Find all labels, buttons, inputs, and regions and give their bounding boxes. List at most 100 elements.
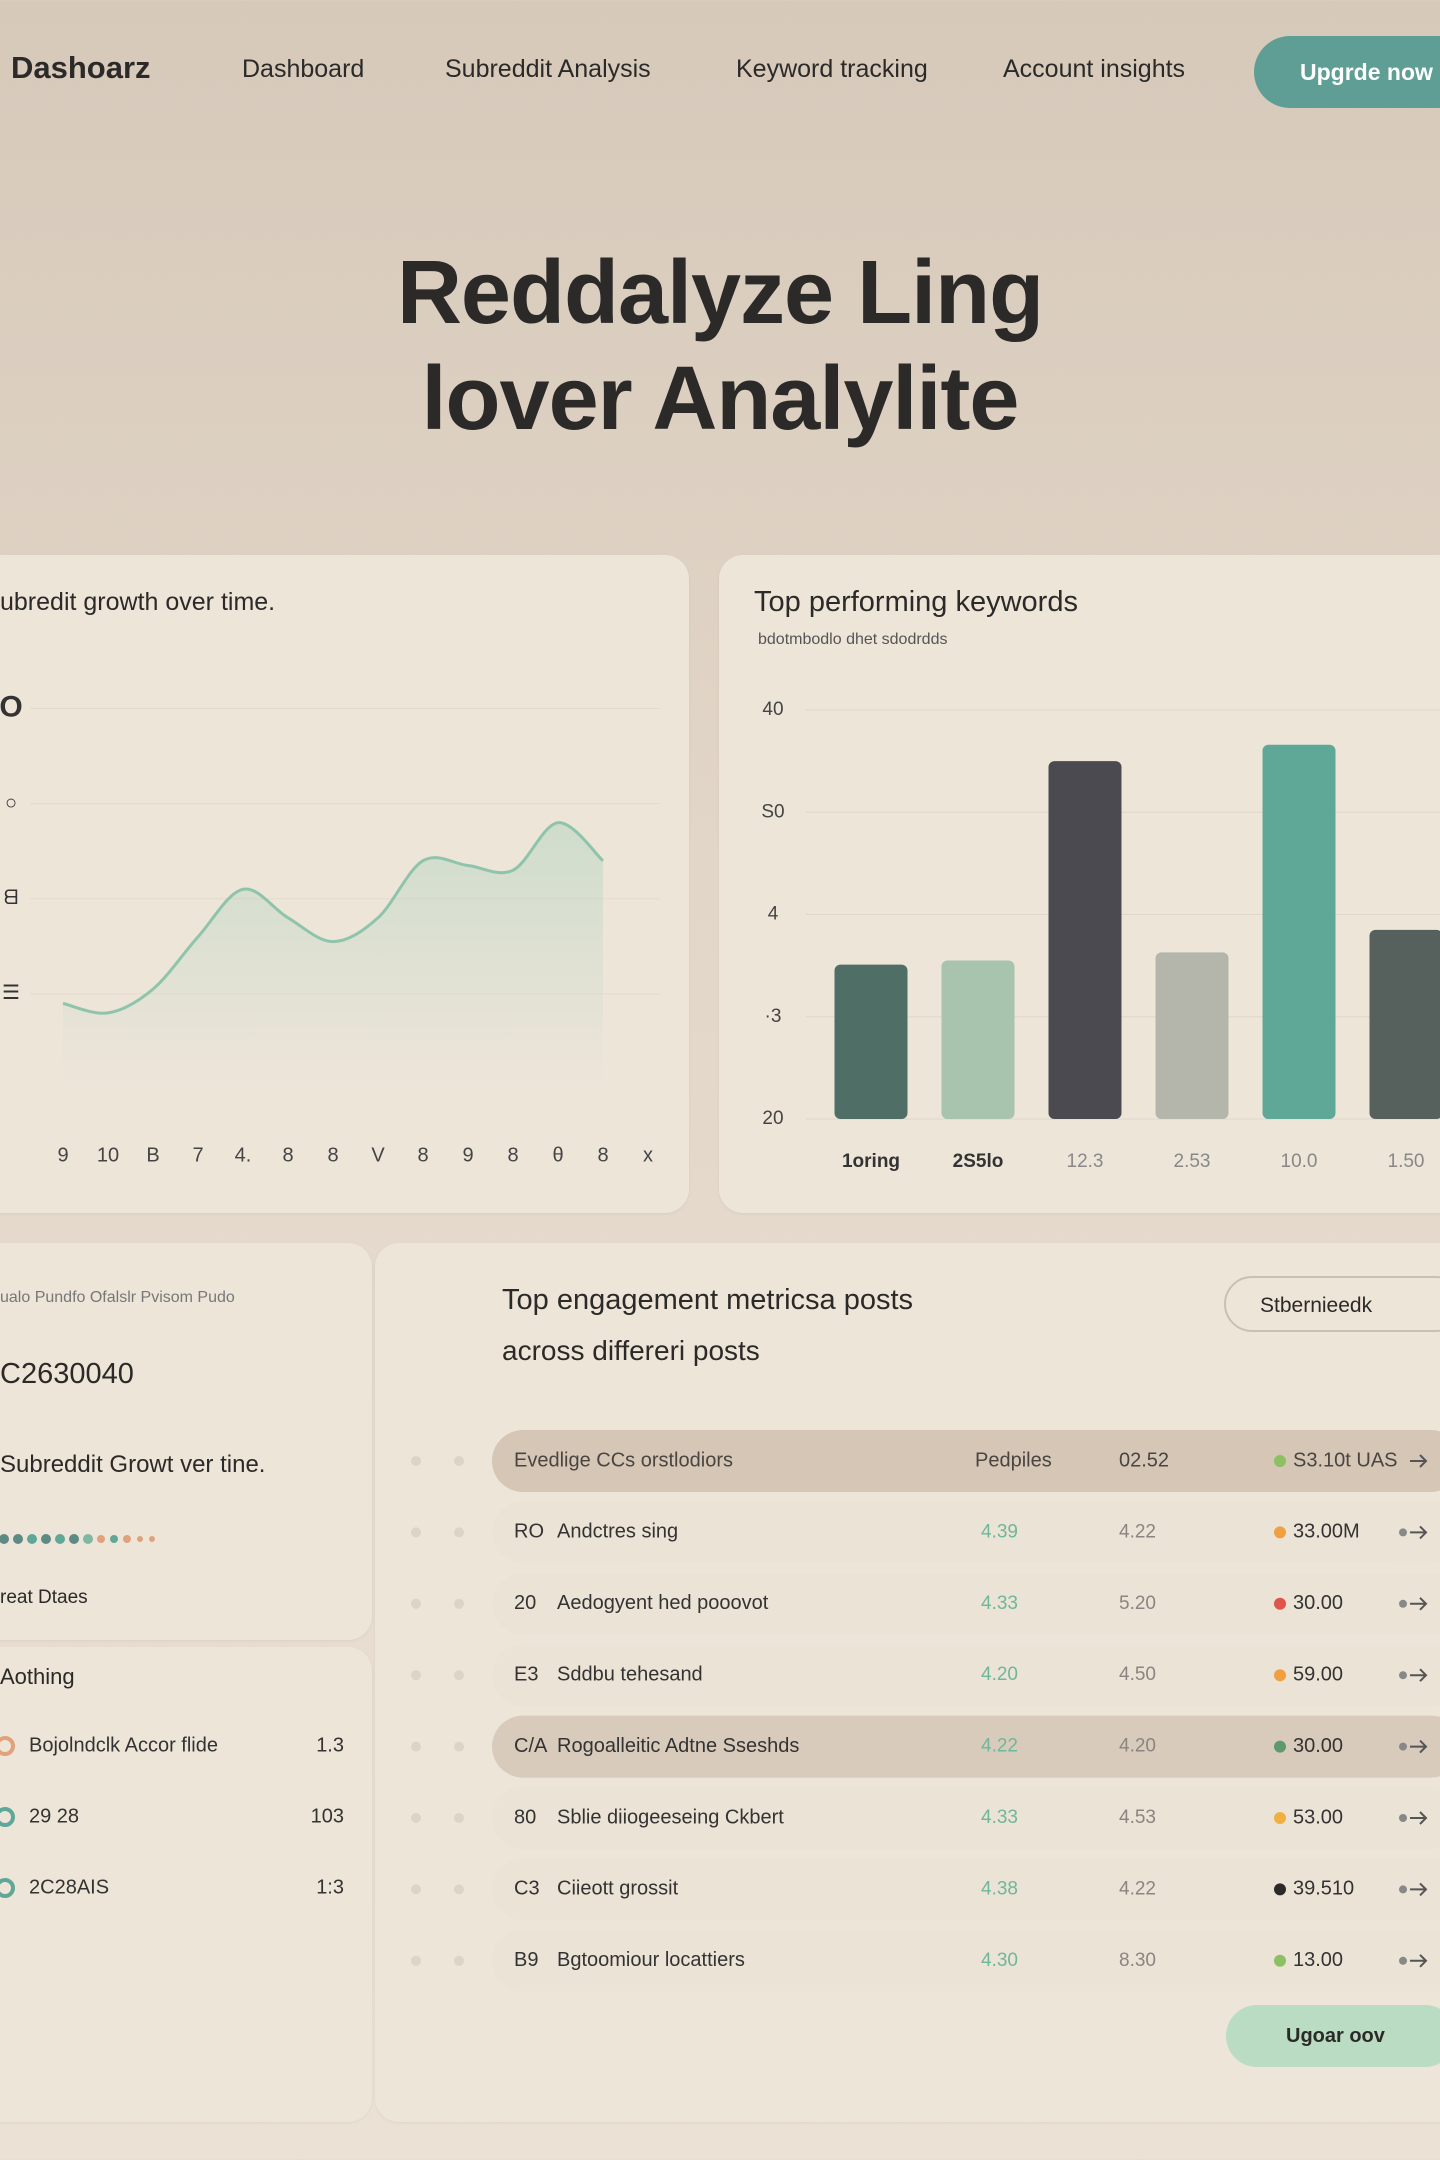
hero-title: lover Analylite (421, 349, 1020, 449)
summary-note: reat Dtaes (0, 1587, 88, 1608)
list-card (0, 1647, 372, 2122)
status-dot (1274, 1597, 1286, 1610)
bar (1369, 929, 1440, 1119)
cell-metric: 4.39 (981, 1521, 1018, 1542)
cell-metric: 4.20 (981, 1664, 1018, 1685)
row-dot (411, 1813, 421, 1823)
row-bg (492, 1715, 1440, 1778)
row-dot (1399, 1528, 1407, 1537)
row-arrow (1410, 1954, 1428, 1968)
status-dot (1274, 1669, 1286, 1682)
hero-title: Reddalyze Ling (396, 243, 1044, 343)
cell-metric: 4.20 (1119, 1736, 1156, 1757)
row-dot (411, 1884, 421, 1895)
summary-subtitle: Subreddit Growt ver tine. (0, 1451, 266, 1478)
area-fill (63, 822, 603, 1089)
row-bg (492, 1572, 1440, 1635)
row-arrow (1410, 1454, 1428, 1468)
row-dot (411, 1955, 421, 1966)
cell-metric: 4.33 (981, 1807, 1018, 1828)
row-arrow (1410, 1525, 1428, 1540)
cell-metric: 4.22 (981, 1736, 1018, 1757)
cell-name: Bgtoomiour locattiers (557, 1949, 745, 1971)
x-tick-label: 10 (97, 1144, 119, 1166)
x-tick-label: 9 (462, 1144, 473, 1166)
mini-dots (0, 1534, 155, 1544)
row-dot (454, 1527, 464, 1538)
list-label: Bojolndclk Accor flide (29, 1734, 218, 1756)
y-tick-label: ·3 (765, 1006, 782, 1027)
row-dot (411, 1598, 421, 1609)
footer-button[interactable]: Ugoar oov (1226, 2005, 1440, 2067)
status-dot (1274, 1455, 1286, 1467)
x-tick-label: 7 (192, 1144, 203, 1166)
row-arrow (1410, 1882, 1428, 1897)
status-dot (1274, 1740, 1286, 1753)
header-cell: Pedpiles (975, 1449, 1052, 1471)
x-tick-label: B (146, 1144, 159, 1166)
row-dot (454, 1456, 464, 1466)
row-dot (454, 1884, 464, 1895)
cell-name: Andctres sing (557, 1521, 678, 1543)
row-bg (492, 1501, 1440, 1564)
x-tick-label: 8 (327, 1144, 338, 1166)
summary-value: C2630040 (0, 1358, 134, 1390)
list-icon (0, 1736, 15, 1756)
status-dot (1274, 1812, 1286, 1824)
list-icon (0, 1807, 15, 1827)
nav-link[interactable]: Keyword tracking (736, 55, 928, 83)
x-tick-label: 12.3 (1067, 1151, 1104, 1172)
cell-metric: 4.50 (1119, 1664, 1156, 1685)
nav-link[interactable]: Dashboard (242, 55, 365, 83)
cell-amount: 59.00 (1293, 1663, 1343, 1685)
row-dot (454, 1741, 464, 1752)
cell-amount: 39.510 (1293, 1878, 1354, 1900)
row-bg (492, 1858, 1440, 1921)
x-tick-label: 4. (235, 1144, 252, 1166)
cell-code: C3 (514, 1878, 540, 1900)
x-tick-label: 1oring (842, 1151, 900, 1172)
y-tick-label: 20 (762, 1108, 783, 1129)
row-bg (492, 1644, 1440, 1707)
row-dot (454, 1670, 464, 1681)
row-dot (454, 1598, 464, 1609)
cell-amount: 53.00 (1293, 1806, 1343, 1828)
nav-link[interactable]: Account insights (1003, 55, 1186, 83)
upgrade-button[interactable]: Upgrde now (1254, 36, 1440, 108)
cell-amount: 30.00 (1293, 1592, 1343, 1614)
row-bg (492, 1929, 1440, 1992)
row-arrow (1410, 1811, 1428, 1825)
cell-amount: 30.00 (1293, 1735, 1343, 1757)
x-tick-label: 8 (597, 1144, 608, 1166)
row-dot (411, 1670, 421, 1681)
row-bg (492, 1787, 1440, 1849)
list-icon (0, 1878, 15, 1898)
x-tick-label: 8 (507, 1144, 518, 1166)
y-tick-label: 40 (762, 699, 783, 720)
cell-metric: 5.20 (1119, 1593, 1156, 1614)
cell-name: Sblie diiogeeseing Ckbert (557, 1806, 784, 1828)
cell-metric: 4.30 (981, 1950, 1018, 1971)
y-tick-label: ☰ (2, 982, 20, 1004)
cell-amount: 33.00M (1293, 1521, 1360, 1543)
filter-button[interactable]: Stbernieedk (1224, 1276, 1440, 1332)
x-tick-label: 1.50 (1388, 1151, 1425, 1172)
cell-metric: 4.33 (981, 1593, 1018, 1614)
bar (941, 960, 1015, 1119)
list-label: 29 28 (29, 1805, 79, 1827)
status-dot (1274, 1954, 1286, 1967)
row-dot (411, 1456, 421, 1466)
nav-link[interactable]: Subreddit Analysis (445, 55, 651, 83)
cell-code: E3 (514, 1663, 538, 1685)
cell-metric: 4.22 (1119, 1521, 1156, 1542)
cell-metric: 8.30 (1119, 1950, 1156, 1971)
status-dot (1274, 1526, 1286, 1539)
cell-code: RO (514, 1521, 544, 1543)
bar (834, 964, 908, 1119)
x-tick-label: 8 (282, 1144, 293, 1166)
cell-metric: 4.22 (1119, 1878, 1156, 1899)
card-subtitle: bdotmbodlo dhet sdodrdds (758, 631, 948, 648)
row-bg (492, 1430, 1440, 1492)
